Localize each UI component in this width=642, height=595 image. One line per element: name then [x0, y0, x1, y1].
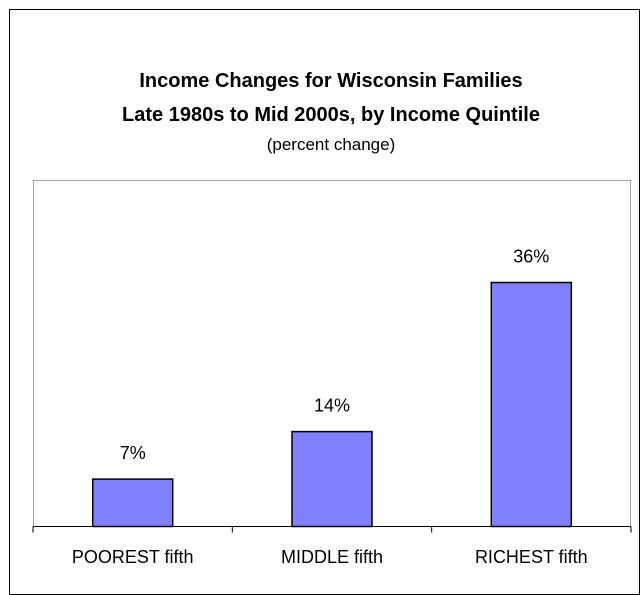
data-label-0: 7%: [120, 443, 146, 463]
x-tick-label-2: RICHEST fifth: [475, 547, 588, 567]
bar-1: [291, 430, 373, 528]
chart-title-line2: Late 1980s to Mid 2000s, by Income Quint…: [122, 104, 540, 126]
x-axis-ticks: POOREST fifth MIDDLE fifth RICHEST fifth: [32, 526, 632, 567]
x-tick-label-1: MIDDLE fifth: [281, 547, 383, 567]
x-tick-label-0: POOREST fifth: [72, 547, 194, 567]
bars-layer: 7% 14% 36%: [91, 247, 573, 528]
bar-2: [490, 281, 573, 528]
data-label-2: 36%: [513, 247, 549, 267]
chart-subtitle: (percent change): [267, 135, 396, 154]
data-label-1: 14%: [314, 396, 350, 416]
bar-0: [91, 478, 174, 528]
chart-title-line1: Income Changes for Wisconsin Families: [139, 70, 522, 92]
